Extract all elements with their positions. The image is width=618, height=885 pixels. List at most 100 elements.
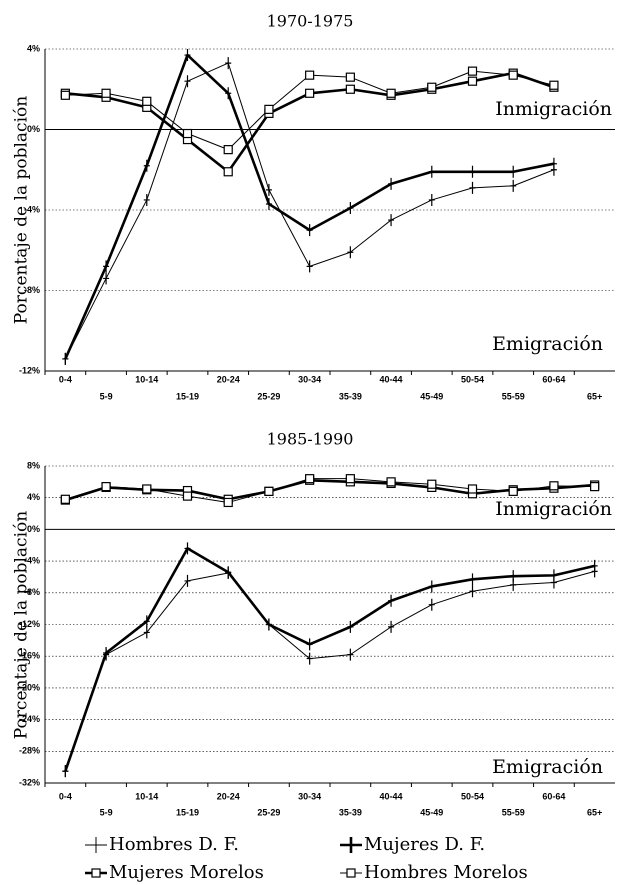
y-tick-label: -12% — [19, 619, 40, 629]
marker — [225, 87, 232, 100]
marker — [223, 497, 233, 508]
series-line — [64, 547, 595, 772]
marker — [467, 66, 478, 76]
y-tick-label: -4% — [24, 204, 40, 214]
marker — [428, 580, 435, 593]
marker — [549, 80, 559, 90]
marker — [142, 484, 152, 494]
x-tick-label: 10-14 — [135, 791, 158, 801]
x-tick-label: 0-4 — [59, 791, 72, 801]
marker — [223, 167, 233, 177]
legend-item: Mujeres Morelos — [85, 862, 264, 883]
x-tick-label: 65+ — [587, 391, 602, 401]
x-tick-label: 65+ — [587, 807, 602, 817]
annotation: Inmigración — [495, 498, 612, 520]
legend-label: Mujeres D. F. — [364, 834, 485, 855]
marker — [388, 594, 395, 607]
marker — [305, 474, 315, 484]
y-axis-label: Porcentaje de la población — [12, 96, 32, 324]
marker — [60, 494, 70, 504]
x-tick-label: 35-39 — [339, 807, 362, 817]
legend-label: Mujeres Morelos — [109, 862, 264, 883]
marker — [225, 566, 232, 579]
marker — [469, 181, 476, 194]
marker — [428, 165, 435, 178]
y-tick-label: 4% — [27, 43, 40, 53]
marker — [225, 57, 232, 70]
marker — [184, 49, 191, 62]
marker — [508, 70, 518, 80]
marker — [265, 197, 272, 210]
marker — [264, 104, 274, 114]
y-tick-label: -28% — [19, 746, 40, 756]
x-tick-label: 45-49 — [420, 391, 443, 401]
marker — [469, 585, 476, 598]
x-tick-label: 20-24 — [217, 374, 240, 384]
x-tick-label: 50-54 — [461, 791, 484, 801]
annotation: Inmigración — [495, 98, 612, 120]
annotation: Emigración — [492, 756, 603, 778]
marker — [306, 652, 313, 665]
x-tick-label: 20-24 — [217, 791, 240, 801]
marker — [345, 72, 355, 82]
marker — [591, 559, 598, 572]
marker — [101, 482, 111, 492]
marker — [347, 648, 354, 661]
x-tick-label: 40-44 — [380, 374, 403, 384]
x-tick-label: 25-29 — [257, 807, 280, 817]
marker — [62, 765, 69, 778]
x-tick-label: 55-59 — [502, 391, 525, 401]
marker — [264, 486, 274, 496]
marker — [550, 157, 557, 170]
chart-title: 1985-1990 — [267, 430, 354, 449]
legend-marker — [346, 868, 356, 878]
y-tick-label: -12% — [19, 365, 40, 375]
marker — [388, 620, 395, 633]
x-tick-label: 30-34 — [298, 374, 321, 384]
x-tick-label: 15-19 — [176, 391, 199, 401]
marker — [182, 491, 193, 501]
series-line — [65, 70, 555, 151]
x-tick-label: 5-9 — [100, 391, 113, 401]
marker — [103, 647, 110, 660]
chart-title: 1970-1975 — [267, 12, 354, 31]
marker — [469, 165, 476, 178]
marker — [265, 618, 272, 631]
marker — [103, 272, 110, 285]
marker — [184, 542, 191, 555]
y-tick-label: -32% — [19, 777, 40, 787]
marker — [62, 352, 69, 365]
marker — [305, 70, 315, 80]
marker — [427, 82, 437, 92]
series-line — [64, 570, 595, 772]
x-tick-label: 25-29 — [257, 391, 280, 401]
y-tick-label: -24% — [19, 714, 40, 724]
marker — [428, 193, 435, 206]
marker — [510, 179, 517, 192]
x-tick-label: 60-64 — [542, 791, 565, 801]
x-tick-label: 0-4 — [59, 374, 72, 384]
marker — [428, 598, 435, 611]
x-tick-label: 10-14 — [135, 374, 158, 384]
y-tick-label: 0% — [27, 124, 40, 134]
marker — [306, 224, 313, 237]
marker — [345, 474, 355, 484]
legend-item: Hombres D. F. — [85, 834, 239, 855]
marker — [388, 177, 395, 190]
marker — [345, 84, 355, 94]
marker — [306, 638, 313, 651]
x-tick-label: 35-39 — [339, 391, 362, 401]
annotation: Emigración — [492, 333, 603, 355]
marker — [590, 482, 600, 492]
y-tick-label: -4% — [24, 555, 40, 565]
marker — [265, 183, 272, 196]
x-tick-label: 40-44 — [380, 791, 403, 801]
y-axis-label: Porcentaje de la población — [12, 511, 32, 739]
y-tick-label: 8% — [27, 460, 40, 470]
y-tick-label: -16% — [19, 651, 40, 661]
x-tick-label: 15-19 — [176, 807, 199, 817]
marker — [142, 96, 152, 106]
marker — [143, 626, 150, 639]
marker — [508, 486, 518, 496]
marker — [143, 615, 150, 628]
